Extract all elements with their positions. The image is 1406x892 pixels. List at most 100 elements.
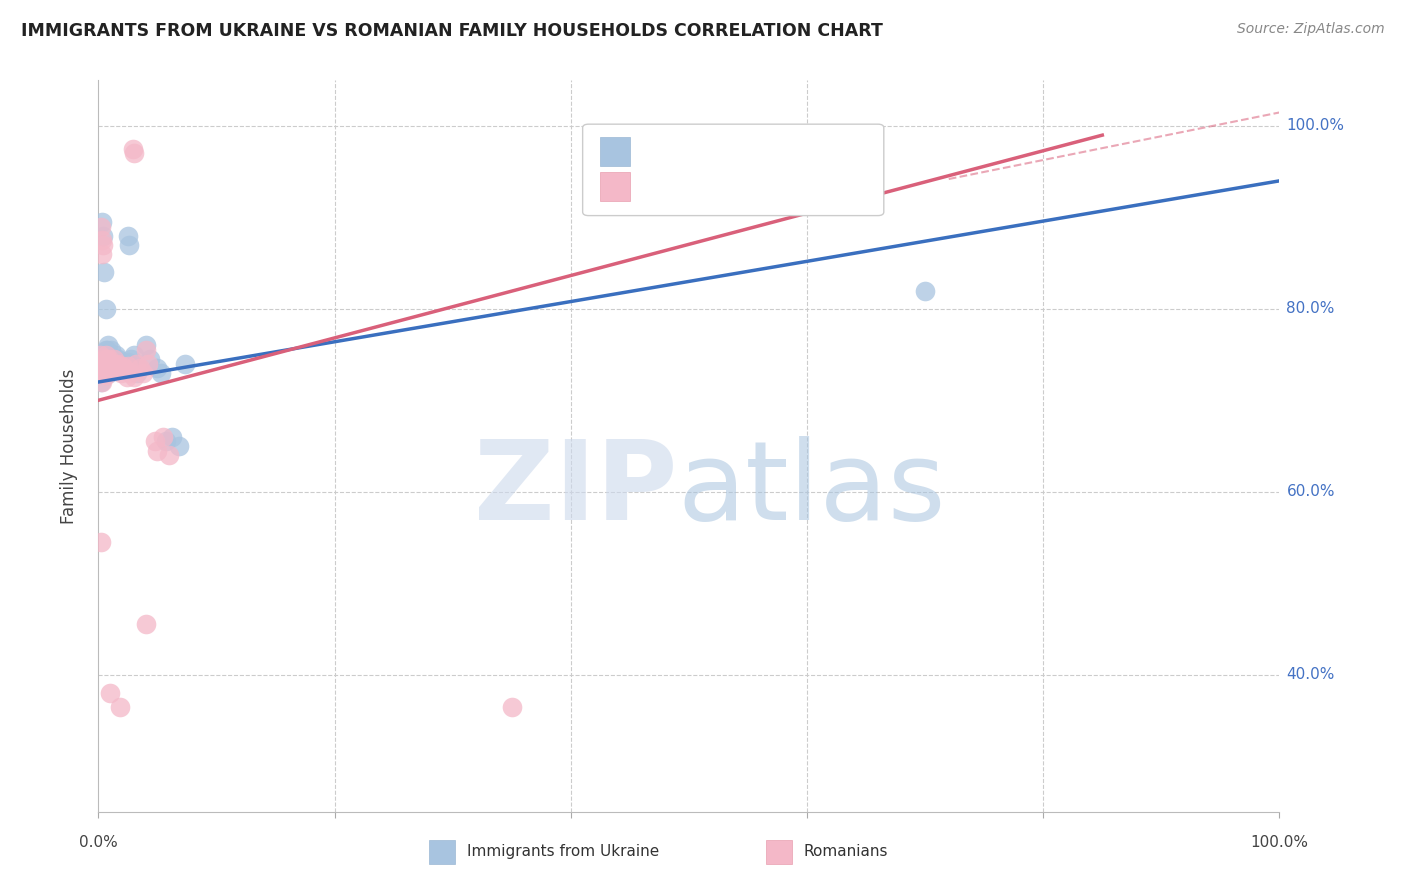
Point	[111, 359, 134, 373]
Point	[150, 366, 173, 380]
Point	[155, 434, 177, 449]
Text: 0.0%: 0.0%	[79, 835, 118, 849]
Point	[91, 375, 114, 389]
Point	[96, 361, 118, 376]
Point	[135, 338, 157, 352]
Point	[108, 357, 131, 371]
Point	[90, 375, 112, 389]
Point	[122, 370, 145, 384]
Y-axis label: Family Households: Family Households	[59, 368, 77, 524]
Point	[98, 686, 121, 700]
Point	[91, 247, 114, 261]
Point	[101, 361, 124, 376]
Point	[112, 361, 135, 376]
Point	[101, 357, 124, 371]
Text: Source: ZipAtlas.com: Source: ZipAtlas.com	[1237, 22, 1385, 37]
Point	[98, 352, 121, 367]
Point	[112, 361, 135, 376]
Point	[157, 448, 180, 462]
Point	[101, 361, 124, 376]
Point	[90, 219, 112, 234]
Point	[91, 233, 114, 247]
Point	[98, 357, 121, 371]
Point	[98, 352, 121, 367]
Point	[91, 215, 114, 229]
Point	[127, 366, 149, 380]
Bar	[429, 839, 456, 864]
Point	[135, 617, 157, 632]
Point	[100, 359, 122, 373]
Point	[94, 343, 117, 357]
Point	[90, 366, 112, 380]
Point	[98, 357, 121, 371]
Text: 60.0%: 60.0%	[1286, 484, 1334, 500]
Point	[146, 361, 169, 376]
Text: 100.0%: 100.0%	[1286, 119, 1344, 134]
Point	[107, 352, 129, 367]
Point	[146, 443, 169, 458]
Point	[103, 352, 125, 367]
Point	[89, 348, 111, 362]
Text: N = 45: N = 45	[754, 142, 821, 161]
Text: R = 0.279: R = 0.279	[641, 178, 740, 195]
Point	[110, 366, 132, 380]
Point	[91, 366, 114, 380]
Point	[100, 343, 122, 357]
Point	[121, 142, 143, 156]
Bar	[766, 839, 792, 864]
Point	[110, 359, 132, 373]
Point	[107, 357, 129, 371]
Point	[96, 343, 118, 357]
Point	[98, 366, 121, 380]
Point	[139, 352, 162, 367]
Point	[143, 434, 166, 449]
Point	[124, 361, 146, 376]
Point	[115, 359, 138, 373]
Point	[501, 699, 523, 714]
Point	[132, 366, 155, 380]
Point	[105, 357, 128, 371]
Point	[152, 430, 174, 444]
Point	[94, 301, 117, 316]
Point	[914, 284, 936, 298]
Point	[103, 357, 125, 371]
Text: 100.0%: 100.0%	[1250, 835, 1309, 849]
Point	[105, 359, 128, 373]
Point	[94, 348, 117, 362]
Point	[96, 366, 118, 380]
Text: ZIP: ZIP	[474, 436, 678, 543]
Point	[117, 359, 139, 373]
Text: Immigrants from Ukraine: Immigrants from Ukraine	[467, 845, 659, 860]
Point	[105, 361, 128, 376]
Point	[98, 361, 121, 376]
Point	[111, 355, 134, 369]
Text: Romanians: Romanians	[803, 845, 889, 860]
Point	[93, 265, 115, 279]
Text: N = 50: N = 50	[754, 178, 821, 195]
Text: 40.0%: 40.0%	[1286, 667, 1334, 682]
Bar	[600, 171, 630, 201]
Point	[94, 368, 117, 382]
Point	[94, 359, 117, 373]
Point	[108, 699, 131, 714]
Point	[136, 357, 159, 371]
Text: 80.0%: 80.0%	[1286, 301, 1334, 317]
Point	[120, 366, 142, 380]
Point	[96, 352, 118, 367]
Point	[90, 535, 112, 549]
Point	[167, 439, 190, 453]
Point	[118, 238, 141, 252]
Bar	[600, 136, 630, 166]
Point	[97, 338, 120, 352]
Point	[121, 352, 143, 367]
Point	[108, 361, 131, 376]
FancyBboxPatch shape	[582, 124, 884, 216]
Point	[97, 359, 120, 373]
Text: R = 0.336: R = 0.336	[641, 142, 740, 161]
Point	[91, 228, 114, 243]
Point	[125, 357, 148, 371]
Point	[135, 343, 157, 357]
Point	[105, 348, 128, 362]
Point	[114, 357, 136, 371]
Point	[122, 146, 145, 161]
